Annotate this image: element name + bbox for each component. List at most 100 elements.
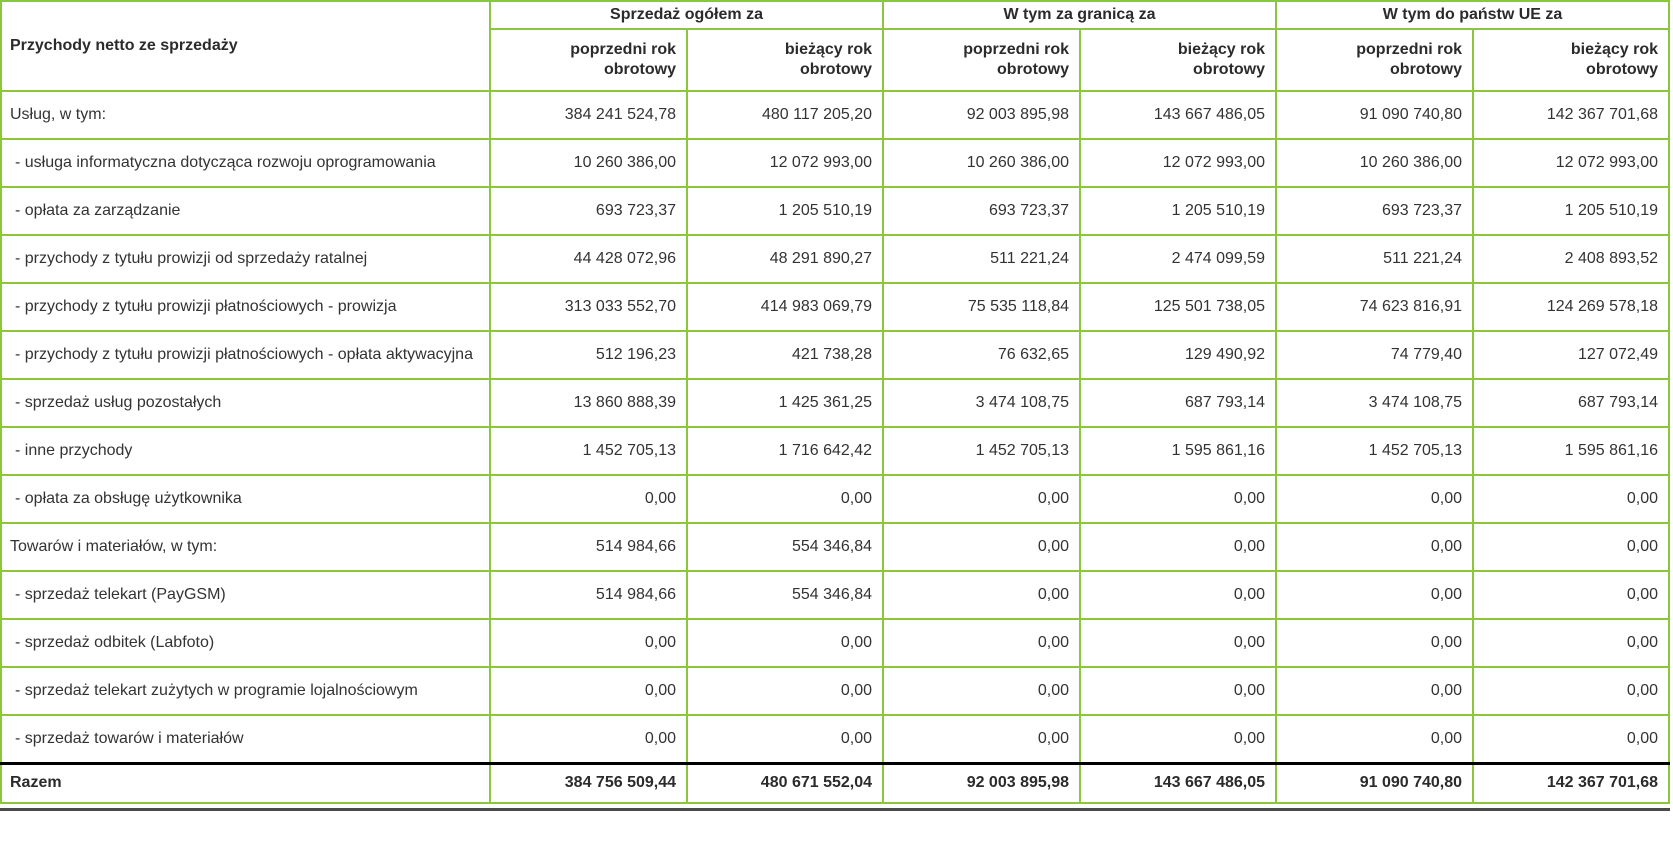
- value-cell: 1 595 861,16: [1079, 426, 1278, 476]
- value-cell: 511 221,24: [882, 234, 1082, 284]
- value-cell: 693 723,37: [489, 186, 688, 236]
- value-cell: 0,00: [1275, 666, 1475, 716]
- row-label-cell: - sprzedaż telekart zużytych w programie…: [0, 666, 491, 716]
- value-cell: 129 490,92: [1079, 330, 1278, 380]
- value-cell: 74 779,40: [1275, 330, 1475, 380]
- total-value-cell: 480 671 552,04: [685, 761, 885, 804]
- value-cell: 0,00: [489, 666, 688, 716]
- value-cell: 687 793,14: [1472, 378, 1671, 428]
- subheader-current-year: bieżący rok obrotowy: [1079, 28, 1278, 92]
- column-group-foreign-sales: W tym za granicą za: [882, 0, 1278, 30]
- table-row: - przychody z tytułu prowizji płatnościo…: [0, 330, 1671, 380]
- total-row: Razem 384 756 509,44 480 671 552,04 92 0…: [0, 761, 1671, 804]
- value-cell: 512 196,23: [489, 330, 688, 380]
- value-cell: 514 984,66: [489, 522, 688, 572]
- value-cell: 1 716 642,42: [685, 426, 885, 476]
- value-cell: 0,00: [489, 714, 688, 764]
- subheader-previous-year: poprzedni rok obrotowy: [882, 28, 1082, 92]
- value-cell: 0,00: [1472, 666, 1671, 716]
- subheader-previous-year: poprzedni rok obrotowy: [1275, 28, 1475, 92]
- value-cell: 1 205 510,19: [1472, 186, 1671, 236]
- subheader-current-year: bieżący rok obrotowy: [1472, 28, 1671, 92]
- value-cell: 0,00: [1275, 570, 1475, 620]
- value-cell: 74 623 816,91: [1275, 282, 1475, 332]
- value-cell: 125 501 738,05: [1079, 282, 1278, 332]
- value-cell: 3 474 108,75: [882, 378, 1082, 428]
- subheader-current-year: bieżący rok obrotowy: [685, 28, 885, 92]
- subheader-previous-year: poprzedni rok obrotowy: [489, 28, 688, 92]
- value-cell: 2 474 099,59: [1079, 234, 1278, 284]
- value-cell: 0,00: [882, 570, 1082, 620]
- value-cell: 1 205 510,19: [685, 186, 885, 236]
- total-value-cell: 143 667 486,05: [1079, 761, 1278, 804]
- row-label-cell: Usług, w tym:: [0, 90, 491, 140]
- table-row: - opłata za zarządzanie 693 723,37 1 205…: [0, 186, 1671, 236]
- table-row: - przychody z tytułu prowizji od sprzeda…: [0, 234, 1671, 284]
- value-cell: 1 205 510,19: [1079, 186, 1278, 236]
- row-label-cell: - sprzedaż odbitek (Labfoto): [0, 618, 491, 668]
- value-cell: 0,00: [1275, 474, 1475, 524]
- table-row: - sprzedaż usług pozostałych 13 860 888,…: [0, 378, 1671, 428]
- group-header-row: Przychody netto ze sprzedaży Sprzedaż og…: [0, 0, 1671, 92]
- row-label-cell: - opłata za obsługę użytkownika: [0, 474, 491, 524]
- row-label-cell: - usługa informatyczna dotycząca rozwoju…: [0, 138, 491, 188]
- total-value-cell: 92 003 895,98: [882, 761, 1082, 804]
- value-cell: 0,00: [1472, 522, 1671, 572]
- value-cell: 0,00: [882, 522, 1082, 572]
- row-label-cell: - sprzedaż usług pozostałych: [0, 378, 491, 428]
- value-cell: 13 860 888,39: [489, 378, 688, 428]
- table-row: Usług, w tym: 384 241 524,78 480 117 205…: [0, 90, 1671, 140]
- value-cell: 0,00: [882, 618, 1082, 668]
- value-cell: 0,00: [1079, 570, 1278, 620]
- row-label-cell: Towarów i materiałów, w tym:: [0, 522, 491, 572]
- value-cell: 12 072 993,00: [1079, 138, 1278, 188]
- row-label-cell: - sprzedaż towarów i materiałów: [0, 714, 491, 764]
- value-cell: 414 983 069,79: [685, 282, 885, 332]
- table-body: Usług, w tym: 384 241 524,78 480 117 205…: [0, 90, 1671, 764]
- value-cell: 554 346,84: [685, 522, 885, 572]
- value-cell: 124 269 578,18: [1472, 282, 1671, 332]
- value-cell: 0,00: [882, 666, 1082, 716]
- value-cell: 693 723,37: [1275, 186, 1475, 236]
- value-cell: 0,00: [1079, 474, 1278, 524]
- value-cell: 48 291 890,27: [685, 234, 885, 284]
- row-label-cell: - inne przychody: [0, 426, 491, 476]
- table-row: - sprzedaż telekart zużytych w programie…: [0, 666, 1671, 716]
- value-cell: 12 072 993,00: [685, 138, 885, 188]
- table-row: - usługa informatyczna dotycząca rozwoju…: [0, 138, 1671, 188]
- value-cell: 0,00: [882, 474, 1082, 524]
- column-group-total-sales: Sprzedaż ogółem za: [488, 0, 885, 30]
- value-cell: 0,00: [1079, 618, 1278, 668]
- table-row: - sprzedaż towarów i materiałów 0,00 0,0…: [0, 714, 1671, 764]
- table-title-cell: Przychody netto ze sprzedaży: [0, 0, 491, 92]
- value-cell: 0,00: [1079, 714, 1278, 764]
- value-cell: 1 595 861,16: [1472, 426, 1671, 476]
- table-row: - sprzedaż telekart (PayGSM) 514 984,66 …: [0, 570, 1671, 620]
- value-cell: 3 474 108,75: [1275, 378, 1475, 428]
- report-table-container: Przychody netto ze sprzedaży Sprzedaż og…: [0, 0, 1671, 811]
- value-cell: 127 072,49: [1472, 330, 1671, 380]
- value-cell: 0,00: [1275, 522, 1475, 572]
- sub-header-row: poprzedni rok obrotowy bieżący rok obrot…: [1, 28, 1671, 92]
- row-label-cell: - opłata za zarządzanie: [0, 186, 491, 236]
- row-label-cell: - przychody z tytułu prowizji od sprzeda…: [0, 234, 491, 284]
- value-cell: 75 535 118,84: [882, 282, 1082, 332]
- value-cell: 313 033 552,70: [489, 282, 688, 332]
- table-row: - opłata za obsługę użytkownika 0,00 0,0…: [0, 474, 1671, 524]
- table-row: - inne przychody 1 452 705,13 1 716 642,…: [0, 426, 1671, 476]
- value-cell: 687 793,14: [1079, 378, 1278, 428]
- value-cell: 44 428 072,96: [489, 234, 688, 284]
- value-cell: 554 346,84: [685, 570, 885, 620]
- value-cell: 10 260 386,00: [882, 138, 1082, 188]
- value-cell: 0,00: [1472, 570, 1671, 620]
- value-cell: 480 117 205,20: [685, 90, 885, 140]
- value-cell: 1 425 361,25: [685, 378, 885, 428]
- value-cell: 0,00: [1472, 474, 1671, 524]
- value-cell: 514 984,66: [489, 570, 688, 620]
- value-cell: 92 003 895,98: [882, 90, 1082, 140]
- value-cell: 1 452 705,13: [1275, 426, 1475, 476]
- value-cell: 0,00: [1079, 666, 1278, 716]
- row-label-cell: - przychody z tytułu prowizji płatnościo…: [0, 282, 491, 332]
- value-cell: 1 452 705,13: [882, 426, 1082, 476]
- row-label-cell: - przychody z tytułu prowizji płatnościo…: [0, 330, 491, 380]
